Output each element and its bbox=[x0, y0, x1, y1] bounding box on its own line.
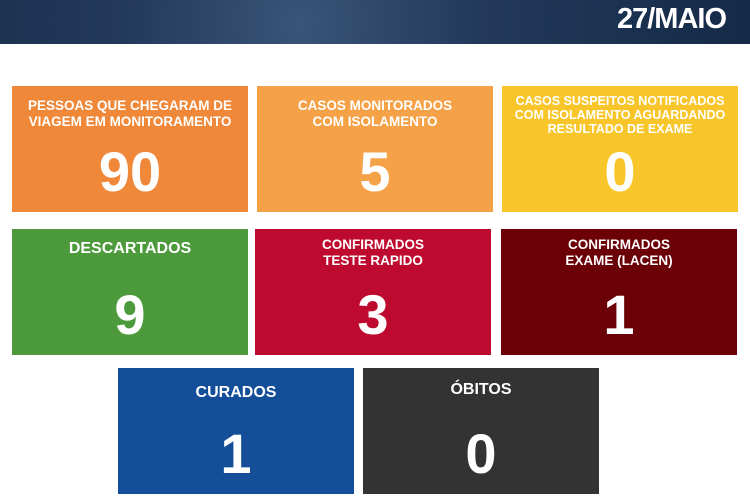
date-label: 27/MAIO bbox=[616, 3, 727, 35]
card-confirmed-lacen: CONFIRMADOS EXAME (LACEN) 1 bbox=[501, 229, 737, 355]
card-label: DESCARTADOS bbox=[68, 240, 192, 257]
card-cured: CURADOS 1 bbox=[118, 368, 354, 494]
card-travelers: PESSOAS QUE CHEGARAM DE VIAGEM EM MONITO… bbox=[12, 86, 248, 212]
card-label: CONFIRMADOS TESTE RAPIDO bbox=[322, 237, 424, 268]
card-label: PESSOAS QUE CHEGARAM DE VIAGEM EM MONITO… bbox=[27, 98, 233, 129]
card-label: CASOS MONITORADOS COM ISOLAMENTO bbox=[297, 98, 453, 129]
card-value: 5 bbox=[359, 140, 391, 203]
card-label: CONFIRMADOS EXAME (LACEN) bbox=[565, 237, 673, 268]
card-value: 9 bbox=[114, 283, 146, 346]
card-value: 3 bbox=[357, 283, 389, 346]
header-banner: 27/MAIO bbox=[0, 0, 750, 44]
card-deaths: ÓBITOS 0 bbox=[363, 368, 599, 494]
card-value: 0 bbox=[604, 140, 636, 203]
card-discarded: DESCARTADOS 9 bbox=[12, 229, 248, 355]
card-value: 1 bbox=[220, 422, 252, 485]
card-label: CURADOS bbox=[195, 384, 277, 401]
card-monitored: CASOS MONITORADOS COM ISOLAMENTO 5 bbox=[257, 86, 493, 212]
card-value: 1 bbox=[603, 283, 635, 346]
card-value: 0 bbox=[465, 422, 497, 485]
card-suspected: CASOS SUSPEITOS NOTIFICADOS COM ISOLAMEN… bbox=[502, 86, 738, 212]
card-confirmed-rapid: CONFIRMADOS TESTE RAPIDO 3 bbox=[255, 229, 491, 355]
card-label: ÓBITOS bbox=[450, 381, 512, 398]
card-label: CASOS SUSPEITOS NOTIFICADOS COM ISOLAMEN… bbox=[514, 94, 726, 136]
card-value: 90 bbox=[98, 140, 162, 203]
